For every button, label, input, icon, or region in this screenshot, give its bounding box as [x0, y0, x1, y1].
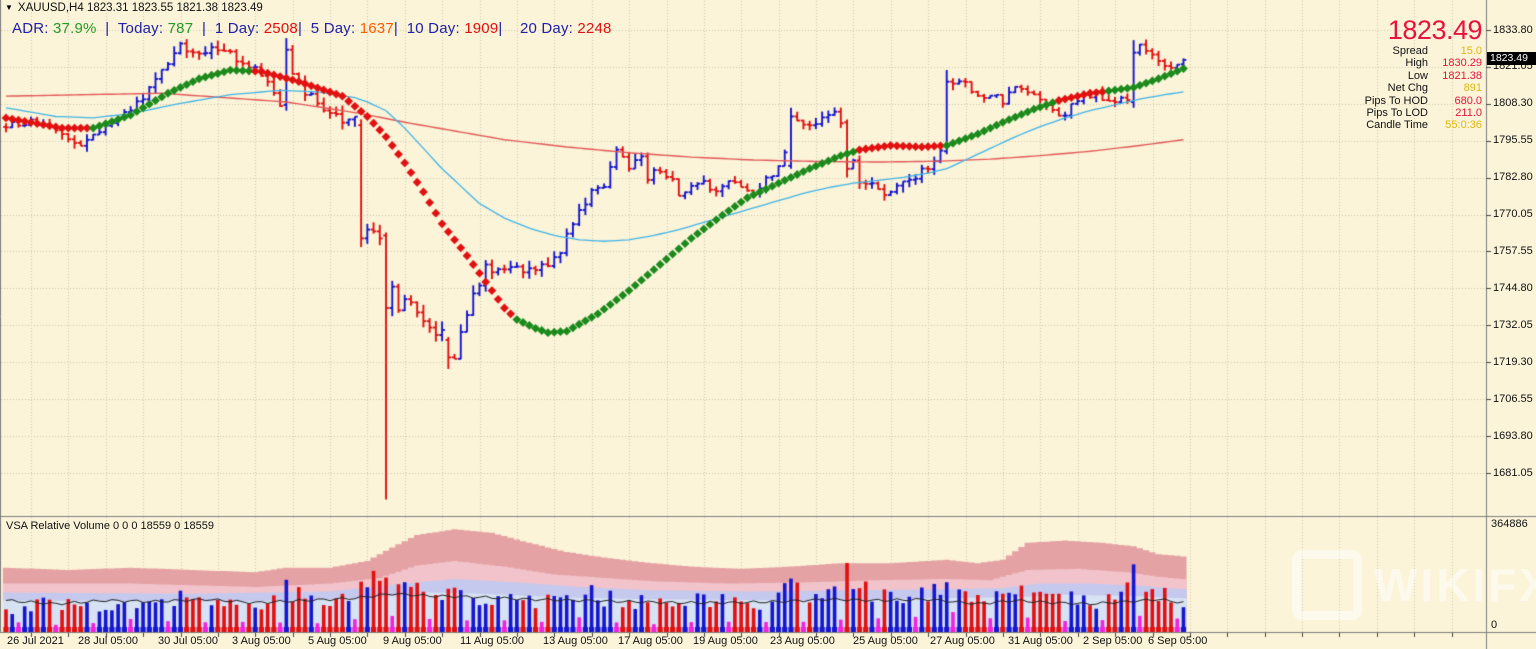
price-axis-label: 1757.55: [1493, 244, 1533, 257]
date-axis-label: 17 Aug 05:00: [618, 635, 683, 647]
date-axis-label: 27 Aug 05:00: [930, 635, 995, 647]
volume-axis-max: 364886: [1491, 518, 1528, 530]
date-axis-label: 13 Aug 05:00: [543, 635, 608, 647]
price-axis-label: 1770.05: [1493, 208, 1533, 221]
price-axis-label: 1732.05: [1493, 318, 1533, 331]
date-axis-label: 26 Jul 2021: [7, 635, 64, 647]
date-axis-label: 19 Aug 05:00: [693, 635, 758, 647]
price-axis-label: 1795.55: [1493, 134, 1533, 147]
date-axis-label: 2 Sep 05:00: [1083, 635, 1143, 647]
date-axis-label: 3 Aug 05:00: [232, 635, 291, 647]
date-axis-label: 30 Jul 05:00: [158, 635, 218, 647]
date-axis-label: 25 Aug 05:00: [853, 635, 918, 647]
date-axis-label: 28 Jul 05:00: [78, 635, 138, 647]
price-axis-label: 1833.80: [1493, 23, 1533, 36]
current-price-badge: 1823.49: [1487, 52, 1536, 65]
price-axis-label: 1719.30: [1493, 355, 1533, 368]
price-axis-label: 1706.55: [1493, 392, 1533, 405]
price-axis-label: 1782.80: [1493, 171, 1533, 184]
price-axis-label: 1693.80: [1493, 429, 1533, 442]
price-axis-label: 1808.30: [1493, 97, 1533, 110]
date-axis-label: 9 Aug 05:00: [383, 635, 442, 647]
date-axis-label: 11 Aug 05:00: [460, 635, 525, 647]
volume-axis-min: 0: [1491, 619, 1498, 631]
price-axis-label: 1744.80: [1493, 281, 1533, 294]
date-axis-label: 5 Aug 05:00: [308, 635, 367, 647]
date-axis-label: 23 Aug 05:00: [770, 635, 835, 647]
price-axis-label: 1681.05: [1493, 466, 1533, 479]
date-axis-label: 31 Aug 05:00: [1008, 635, 1073, 647]
date-axis-label: 6 Sep 05:00: [1148, 635, 1208, 647]
